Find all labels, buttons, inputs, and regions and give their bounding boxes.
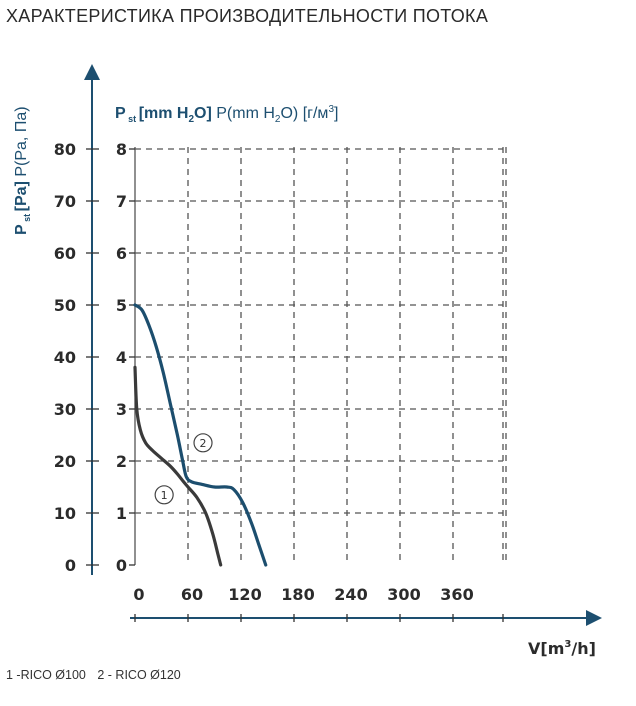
y-tick-label-mm: 4 bbox=[116, 348, 127, 367]
x-tick-label: 60 bbox=[181, 585, 203, 604]
y-tick-label-pa: 0 bbox=[65, 556, 76, 575]
y-tick-label-mm: 7 bbox=[116, 192, 127, 211]
legend: 1 -RICO Ø100 2 - RICO Ø120 bbox=[6, 668, 189, 682]
x-tick-label: 120 bbox=[228, 585, 261, 604]
chart-title: ХАРАКТЕРИСТИКА ПРОИЗВОДИТЕЛЬНОСТИ ПОТОКА bbox=[6, 6, 489, 26]
y-tick-label-pa: 60 bbox=[54, 244, 76, 263]
x-axis-arrow bbox=[586, 610, 602, 626]
y-tick-label-mm: 2 bbox=[116, 452, 127, 471]
series-label-2: 2 bbox=[200, 437, 207, 450]
grid bbox=[135, 147, 507, 565]
y-axis-arrow bbox=[84, 64, 100, 80]
y-tick-label-mm: 8 bbox=[116, 140, 127, 159]
y-tick-label-mm: 5 bbox=[116, 296, 127, 315]
legend-item-1: 1 -RICO Ø100 bbox=[6, 668, 86, 682]
y-tick-label-pa: 20 bbox=[54, 452, 76, 471]
series-line-2 bbox=[133, 303, 268, 567]
series-marker-2 bbox=[193, 433, 213, 453]
y-tick-label-pa: 50 bbox=[54, 296, 76, 315]
y-tick-label-pa: 10 bbox=[54, 504, 76, 523]
series-line-1 bbox=[133, 365, 223, 567]
x-tick-label: 0 bbox=[133, 585, 144, 604]
y-tick-label-pa: 80 bbox=[54, 140, 76, 159]
x-tick-label: 240 bbox=[334, 585, 367, 604]
x-tick-label: 180 bbox=[281, 585, 314, 604]
y-tick-label-pa: 30 bbox=[54, 400, 76, 419]
x-tick-label: 300 bbox=[387, 585, 420, 604]
y-axis-label-mm: P st [mm H2O] P(mm H2O) [г/м3] bbox=[115, 104, 338, 125]
y-tick-label-mm: 0 bbox=[116, 556, 127, 575]
series-marker-1 bbox=[154, 485, 174, 505]
y-tick-label-pa: 40 bbox=[54, 348, 76, 367]
y-tick-label-pa: 70 bbox=[54, 192, 76, 211]
y-tick-label-mm: 6 bbox=[116, 244, 127, 263]
x-axis-label: V[m3/h] bbox=[528, 639, 596, 658]
legend-item-2: 2 - RICO Ø120 bbox=[97, 668, 181, 682]
y-tick-label-mm: 3 bbox=[116, 400, 127, 419]
y-tick-label-mm: 1 bbox=[116, 504, 127, 523]
series-label-1: 1 bbox=[161, 489, 168, 502]
y-axis-label-pa: P st [Pa] P(Pa, Па) bbox=[13, 106, 32, 235]
x-tick-label: 360 bbox=[440, 585, 473, 604]
